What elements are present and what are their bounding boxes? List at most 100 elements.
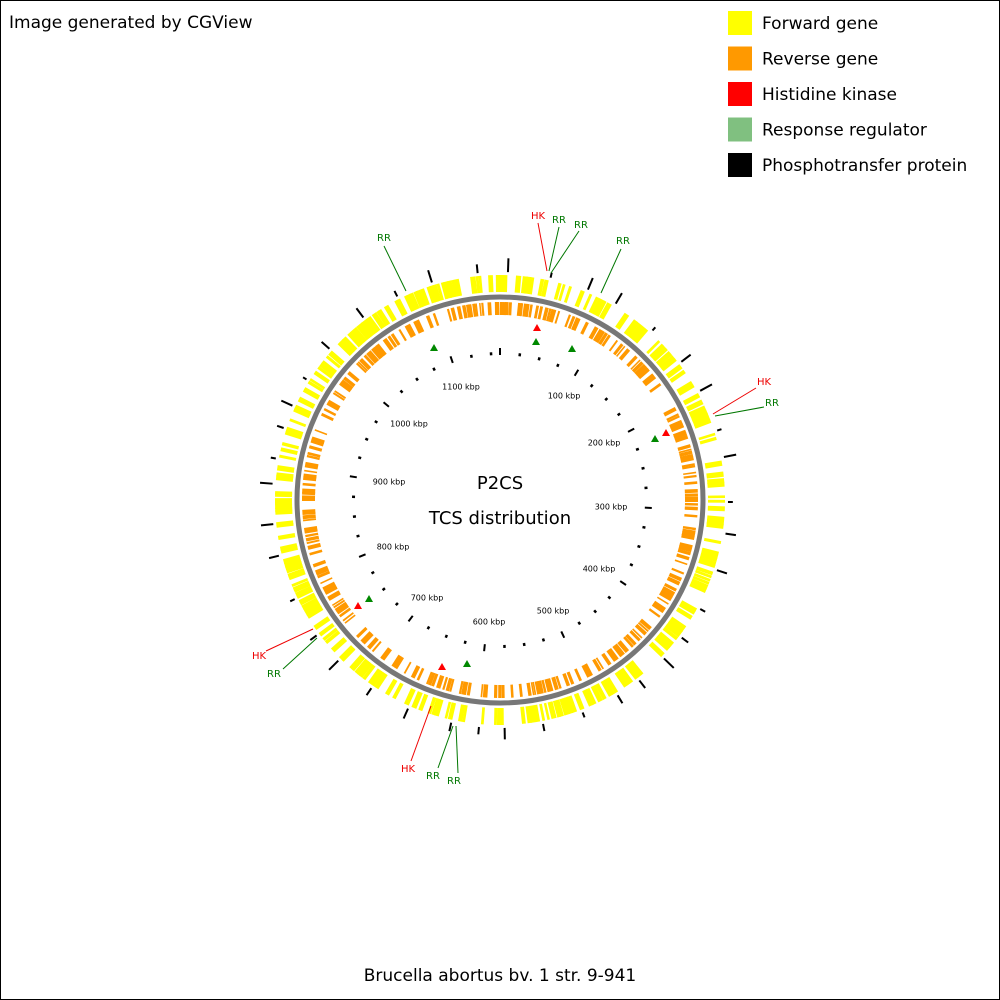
reverse-gene	[304, 463, 319, 470]
reverse-gene	[339, 381, 352, 393]
reverse-gene	[338, 607, 352, 618]
scale-tick	[635, 447, 640, 451]
scale-tick	[641, 466, 645, 470]
forward-gene	[338, 645, 355, 661]
reverse-gene	[410, 665, 421, 679]
forward-gene	[447, 702, 457, 720]
forward-gene	[431, 284, 442, 302]
reverse-gene	[445, 677, 453, 692]
forward-gene	[623, 319, 638, 336]
outer-feature	[616, 694, 624, 704]
reverse-gene	[683, 471, 697, 476]
forward-gene	[614, 670, 629, 688]
reverse-gene	[316, 568, 330, 576]
reverse-gene	[551, 676, 559, 691]
forward-gene	[661, 357, 677, 372]
forward-gene	[547, 701, 557, 720]
forward-gene	[475, 276, 481, 294]
forward-gene	[295, 585, 313, 597]
reverse-gene	[432, 312, 440, 327]
forward-gene	[584, 687, 597, 706]
forward-gene	[653, 348, 668, 362]
reverse-gene	[393, 656, 404, 670]
scale-tick	[382, 401, 390, 408]
reverse-gene	[526, 682, 532, 696]
reverse-gene	[510, 684, 514, 698]
reverse-gene	[606, 649, 618, 662]
annotation-line	[437, 725, 454, 769]
scale-tick	[637, 544, 641, 549]
reverse-gene	[303, 526, 318, 533]
annotation-line	[550, 230, 580, 274]
reverse-gene	[403, 661, 412, 674]
forward-gene	[627, 661, 642, 678]
reverse-gene	[380, 647, 390, 659]
reverse-gene	[632, 628, 643, 639]
annotation-line	[714, 406, 765, 417]
scale-label: 1100 kbp	[442, 383, 480, 392]
reverse-gene	[314, 565, 329, 575]
scale-tick	[541, 638, 546, 642]
reverse-gene	[636, 366, 649, 379]
forward-gene	[462, 705, 468, 723]
forward-gene	[288, 569, 306, 581]
forward-gene	[302, 388, 320, 400]
reverse-gene	[304, 469, 318, 474]
reverse-gene	[567, 315, 576, 329]
reverse-gene	[355, 362, 367, 374]
reverse-gene	[666, 413, 679, 421]
forward-gene	[313, 370, 330, 384]
forward-gene	[436, 283, 444, 301]
reverse-gene	[302, 482, 316, 487]
forward-gene	[541, 279, 549, 297]
reverse-gene	[381, 647, 392, 661]
forward-gene	[680, 600, 698, 612]
forward-gene	[357, 660, 371, 677]
reverse-gene	[373, 345, 385, 358]
reverse-gene	[612, 645, 622, 658]
forward-gene	[525, 705, 533, 724]
forward-gene	[296, 588, 314, 599]
reverse-gene	[427, 672, 436, 686]
forward-gene	[694, 569, 712, 579]
forward-gene	[411, 691, 423, 709]
scale-label: 700 kbp	[411, 594, 444, 603]
legend-label: Phosphotransfer protein	[762, 156, 967, 176]
forward-gene	[619, 667, 634, 684]
outer-feature	[663, 657, 675, 669]
reverse-gene	[637, 368, 650, 380]
forward-gene	[698, 559, 716, 568]
reverse-gene	[314, 429, 328, 436]
forward-gene	[280, 447, 298, 455]
forward-gene	[284, 560, 303, 571]
reverse-gene	[305, 535, 320, 542]
reverse-gene	[616, 345, 626, 357]
forward-gene	[514, 275, 522, 293]
legend-label: Response regulator	[762, 121, 927, 141]
forward-gene	[293, 404, 312, 417]
reverse-gene	[592, 328, 603, 342]
reverse-gene	[533, 305, 540, 319]
reverse-gene	[682, 528, 696, 535]
scale-tick	[415, 377, 419, 382]
forward-gene	[527, 277, 535, 295]
forward-gene	[686, 399, 704, 412]
forward-gene	[626, 321, 640, 338]
forward-gene	[666, 620, 683, 635]
forward-gene	[675, 607, 693, 620]
reverse-gene	[436, 675, 445, 689]
forward-gene	[590, 684, 603, 703]
forward-gene	[563, 285, 573, 303]
reverse-gene	[331, 597, 344, 607]
reverse-gene	[555, 675, 562, 689]
reverse-gene	[327, 590, 341, 600]
reverse-gene	[307, 451, 321, 458]
legend-swatch	[728, 11, 752, 35]
legend-label: Forward gene	[762, 14, 878, 34]
reverse-gene	[530, 682, 535, 696]
reverse-gene	[343, 376, 356, 388]
scale-tick	[604, 397, 609, 402]
reverse-gene	[681, 531, 696, 538]
forward-gene	[337, 341, 353, 357]
reverse-gene	[630, 359, 641, 370]
